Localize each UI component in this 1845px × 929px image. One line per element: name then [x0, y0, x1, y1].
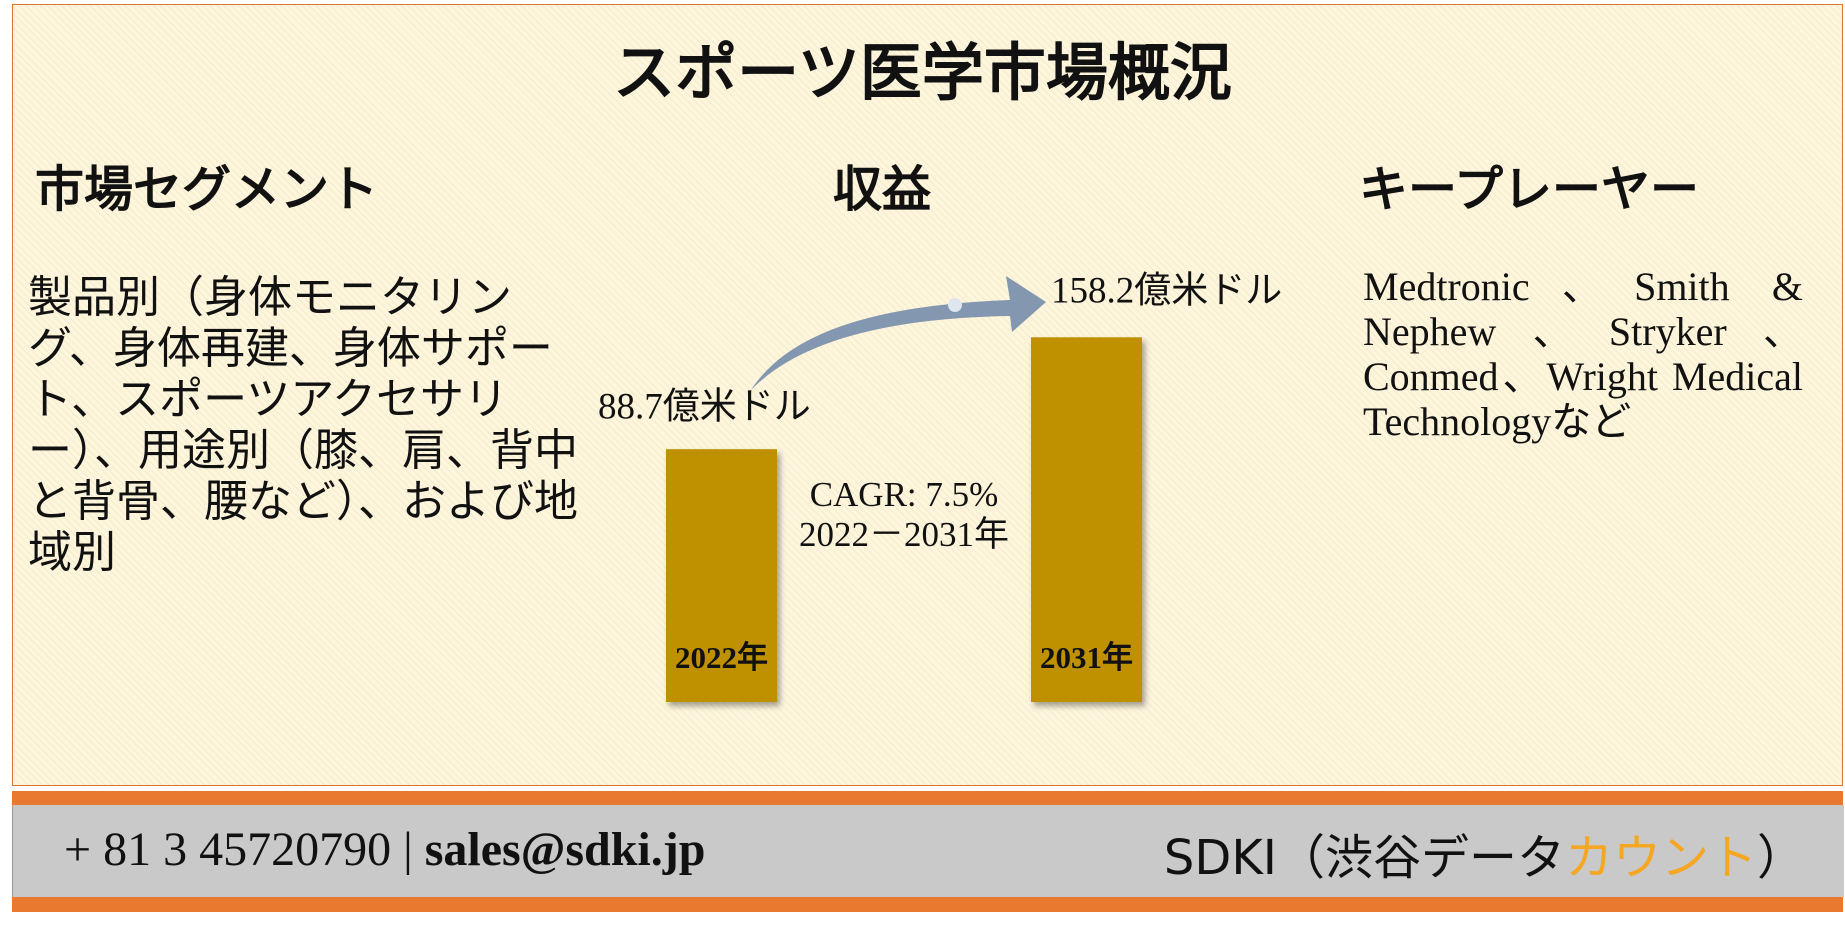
bar: [1031, 337, 1142, 702]
bar-year: 2022年: [675, 640, 768, 675]
segment-text: 製品別（身体モニタリング、身体再建、身体サポート、スポーツアクセサリー）、用途別…: [28, 273, 578, 577]
phone: + 81 3 45720790: [64, 823, 392, 876]
separator: |: [403, 823, 413, 876]
bar: [666, 449, 777, 702]
brand-name: SDKI（渋谷データ: [1163, 830, 1565, 886]
players-heading: キープレーヤー: [1359, 162, 1700, 217]
arrow-shape: [751, 276, 1046, 390]
segment-heading: 市場セグメント: [35, 162, 379, 217]
brand-end: ）: [1756, 830, 1805, 886]
title: スポーツ医学市場概況: [613, 40, 1232, 108]
cagr-period: 2022－2031年: [799, 515, 1009, 554]
email[interactable]: sales@sdki.jp: [424, 823, 706, 876]
brand-highlight: カウント: [1564, 830, 1757, 886]
contact: + 81 3 45720790 | sales@sdki.jp: [64, 822, 705, 877]
growth-arrow: [751, 276, 1046, 390]
footer: [12, 805, 1844, 897]
players-text: Medtronic、Smith & Nephew、Stryker、Conmed、…: [1363, 264, 1803, 444]
footer-band: [12, 791, 1843, 805]
revenue-chart: CAGR: 7.5% 2022－2031年 2022年 88.7億米ドル 2031年…: [598, 270, 1282, 702]
footer-band: [12, 897, 1843, 912]
cagr: CAGR: 7.5%: [810, 475, 999, 514]
content-frame: [12, 4, 1843, 786]
value-label: 88.7億米ドル: [598, 386, 811, 427]
arrow-dot: [948, 298, 962, 312]
value-label: 158.2億米ドル: [1051, 270, 1282, 311]
brand: SDKI（渋谷データカウント）: [1164, 818, 1805, 888]
revenue-heading: 収益: [832, 162, 931, 217]
bar-year: 2031年: [1040, 640, 1133, 675]
